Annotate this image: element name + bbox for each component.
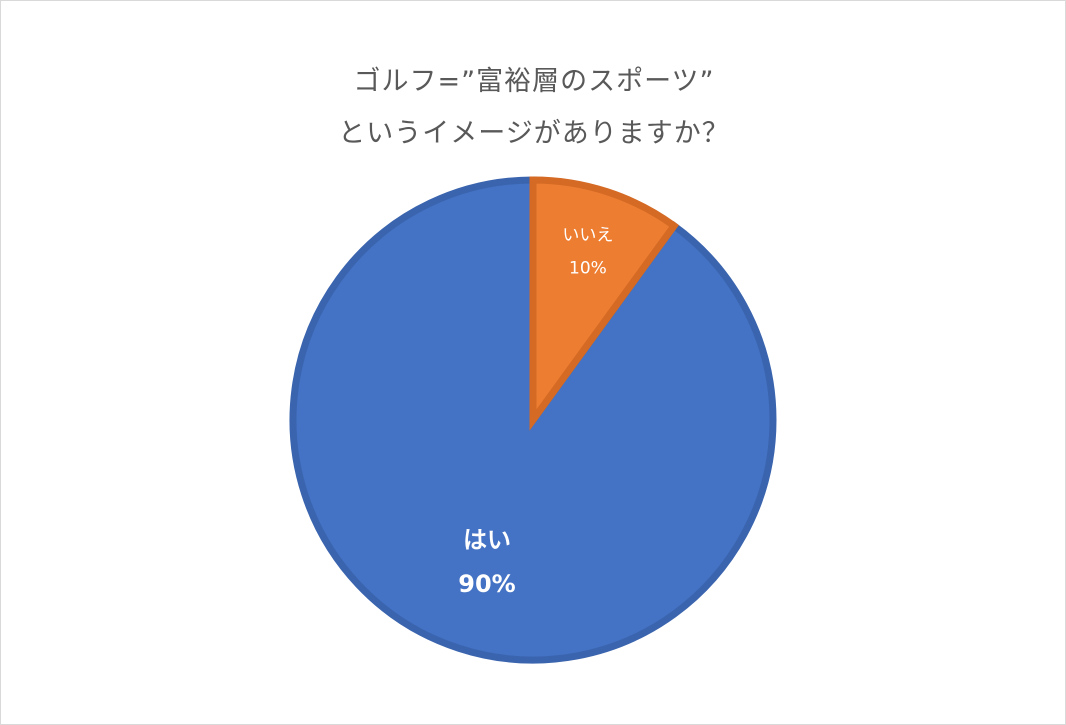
slice-category-label: はい: [463, 526, 511, 554]
slice-value-label: 90%: [458, 570, 515, 598]
chart-title-line-2: というイメージがありますか？: [338, 118, 730, 149]
pie-slice-no: [529, 176, 679, 431]
slice-category-label: いいえ: [562, 226, 613, 246]
chart-title-line-1: ゴルフ=”富裕層のスポーツ”: [353, 66, 715, 97]
slice-value-label: 10%: [569, 259, 607, 279]
